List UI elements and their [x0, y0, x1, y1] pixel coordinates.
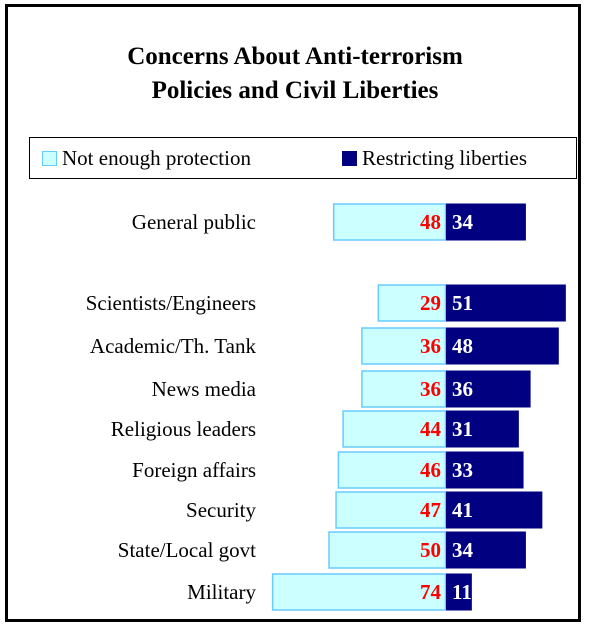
category-label-state-local-govt: State/Local govt — [118, 538, 256, 562]
value-label-not-enough-protection-news-media: 36 — [420, 377, 441, 401]
legend-item-restricting-liberties: Restricting liberties — [342, 138, 527, 178]
legend-swatch-restricting-liberties — [342, 150, 357, 166]
value-label-not-enough-protection-foreign-affairs: 46 — [420, 458, 441, 482]
bar-not-enough-protection-general-public — [332, 203, 447, 241]
chart-title-line-2: Policies and Civil Liberties — [151, 77, 439, 104]
bar-restricting-liberties-academic-th-tank — [446, 327, 559, 365]
value-label-not-enough-protection-general-public: 48 — [420, 210, 441, 234]
bar-restricting-liberties-religious-leaders — [446, 410, 519, 448]
value-label-restricting-liberties-news-media: 36 — [452, 377, 473, 401]
value-label-restricting-liberties-scientists-engineers: 51 — [452, 291, 473, 315]
category-label-religious-leaders: Religious leaders — [111, 417, 256, 441]
value-label-not-enough-protection-military: 74 — [420, 580, 442, 604]
chart-title: Concerns About Anti-terrorism Policies a… — [0, 40, 590, 108]
value-label-restricting-liberties-state-local-govt: 34 — [452, 538, 474, 562]
value-label-not-enough-protection-religious-leaders: 44 — [420, 417, 442, 441]
legend-swatch-not-enough-protection — [42, 150, 57, 166]
value-label-not-enough-protection-academic-th-tank: 36 — [420, 334, 441, 358]
category-label-academic-th-tank: Academic/Th. Tank — [90, 334, 257, 358]
value-label-restricting-liberties-security: 41 — [452, 498, 473, 522]
bar-not-enough-protection-scientists-engineers — [377, 284, 447, 322]
value-label-not-enough-protection-security: 47 — [420, 498, 441, 522]
value-label-restricting-liberties-general-public: 34 — [452, 210, 474, 234]
category-label-scientists-engineers: Scientists/Engineers — [86, 291, 256, 315]
bar-not-enough-protection-security — [335, 491, 447, 529]
value-label-restricting-liberties-military: 11 — [452, 580, 472, 604]
bar-restricting-liberties-scientists-engineers — [446, 284, 566, 322]
bar-not-enough-protection-military — [271, 573, 447, 611]
bar-restricting-liberties-foreign-affairs — [446, 451, 524, 489]
bar-restricting-liberties-state-local-govt — [446, 531, 526, 569]
value-label-restricting-liberties-academic-th-tank: 48 — [452, 334, 473, 358]
chart-legend: Not enough protection Restricting libert… — [29, 137, 577, 179]
bar-restricting-liberties-security — [446, 491, 543, 529]
bar-not-enough-protection-academic-th-tank — [361, 327, 447, 365]
bar-restricting-liberties-general-public — [446, 203, 526, 241]
bar-restricting-liberties-military — [446, 573, 472, 611]
value-label-restricting-liberties-religious-leaders: 31 — [452, 417, 473, 441]
bar-not-enough-protection-religious-leaders — [342, 410, 447, 448]
bar-not-enough-protection-news-media — [361, 370, 447, 408]
legend-label-not-enough-protection: Not enough protection — [62, 145, 251, 170]
category-label-general-public: General public — [132, 210, 256, 234]
legend-item-not-enough-protection: Not enough protection — [42, 138, 251, 178]
value-label-restricting-liberties-foreign-affairs: 33 — [452, 458, 473, 482]
category-label-news-media: News media — [152, 377, 257, 401]
category-label-foreign-affairs: Foreign affairs — [132, 458, 256, 482]
chart-title-line-1: Concerns About Anti-terrorism — [127, 43, 463, 70]
legend-label-restricting-liberties: Restricting liberties — [362, 145, 528, 170]
bar-restricting-liberties-news-media — [446, 370, 531, 408]
value-label-not-enough-protection-scientists-engineers: 29 — [420, 291, 441, 315]
category-label-security: Security — [186, 498, 256, 522]
category-label-military: Military — [187, 580, 256, 604]
bar-not-enough-protection-state-local-govt — [328, 531, 447, 569]
bar-not-enough-protection-foreign-affairs — [337, 451, 447, 489]
value-label-not-enough-protection-state-local-govt: 50 — [420, 538, 441, 562]
